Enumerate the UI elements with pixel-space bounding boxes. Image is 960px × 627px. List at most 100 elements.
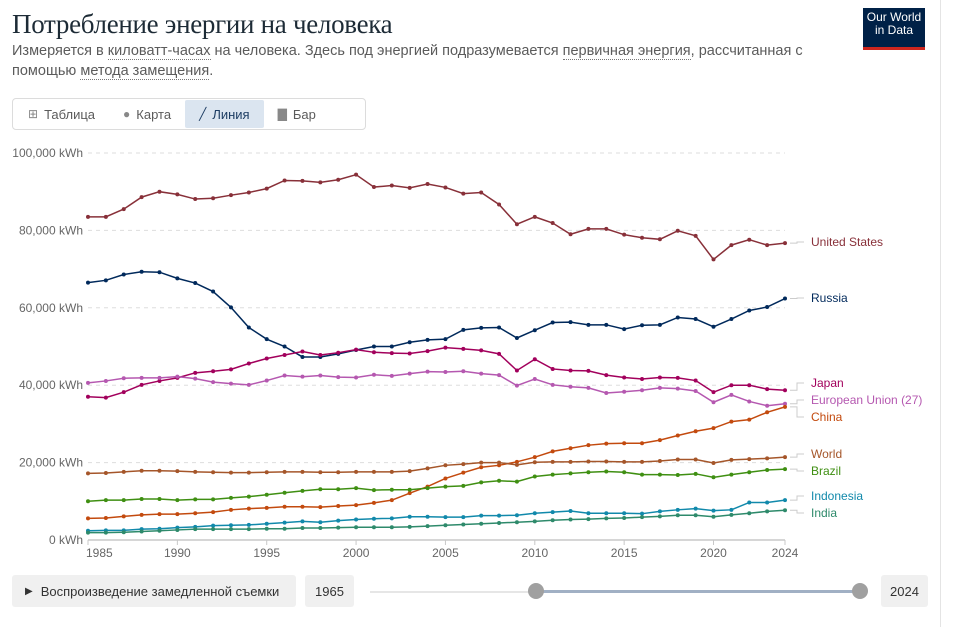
panel-divider	[940, 0, 941, 627]
data-point	[318, 180, 323, 185]
data-point	[657, 385, 662, 390]
data-point	[246, 527, 251, 532]
tab-map[interactable]: ● Карта	[109, 100, 185, 128]
label-connector	[790, 453, 804, 458]
data-point	[586, 511, 591, 516]
data-point	[246, 470, 251, 475]
data-point	[514, 222, 519, 227]
data-point	[211, 497, 216, 502]
series-label: India	[811, 506, 837, 520]
data-point	[407, 351, 412, 356]
data-point	[443, 484, 448, 489]
data-point	[407, 514, 412, 519]
start-year-box[interactable]: 1965	[305, 575, 354, 607]
data-point	[193, 197, 198, 202]
term-link-primary-energy[interactable]: первичная энергия	[562, 43, 691, 60]
end-year-box[interactable]: 2024	[881, 575, 928, 607]
timeline-start-handle[interactable]	[528, 583, 544, 599]
data-point	[479, 460, 484, 465]
data-point	[264, 526, 269, 531]
data-point	[443, 463, 448, 468]
data-point	[711, 390, 716, 395]
owid-logo[interactable]: Our World in Data	[863, 8, 925, 50]
data-point	[407, 371, 412, 376]
data-point	[604, 511, 609, 516]
data-point	[354, 172, 359, 177]
data-point	[568, 368, 573, 373]
data-point	[461, 470, 466, 475]
data-point	[586, 517, 591, 522]
data-point	[371, 516, 376, 521]
data-point	[586, 226, 591, 231]
data-point	[389, 373, 394, 378]
term-link-substitution-method[interactable]: метода замещения	[80, 63, 210, 80]
data-point	[622, 511, 627, 516]
tab-bar[interactable]: ▇ Бар	[264, 100, 330, 128]
data-point	[640, 441, 645, 446]
data-point	[193, 469, 198, 474]
series-label: Japan	[811, 376, 844, 390]
data-point	[157, 378, 162, 383]
data-point	[425, 369, 430, 374]
data-point	[246, 494, 251, 499]
data-point	[443, 370, 448, 375]
data-point	[783, 296, 787, 301]
data-point	[568, 320, 573, 325]
data-point	[711, 475, 716, 480]
data-point	[103, 498, 108, 503]
data-point	[264, 470, 269, 475]
data-point	[479, 348, 484, 353]
data-point	[336, 503, 341, 508]
data-point	[479, 521, 484, 526]
data-point	[568, 459, 573, 464]
data-point	[211, 380, 216, 385]
data-point	[318, 373, 323, 378]
data-point	[461, 522, 466, 527]
data-point	[211, 369, 216, 374]
data-point	[300, 488, 305, 493]
data-point	[86, 530, 90, 535]
data-point	[193, 497, 198, 502]
data-point	[246, 506, 251, 511]
data-point	[783, 455, 787, 460]
y-tick-label: 40,000 kWh	[19, 378, 83, 392]
data-point	[729, 243, 734, 248]
series-japan: Japan	[86, 345, 844, 400]
data-point	[747, 383, 752, 388]
data-point	[157, 468, 162, 473]
data-point	[407, 487, 412, 492]
data-point	[640, 515, 645, 520]
data-point	[586, 322, 591, 327]
data-point	[86, 516, 90, 521]
term-link-kwh[interactable]: киловатт-часах	[107, 43, 211, 60]
data-point	[747, 399, 752, 404]
data-point	[264, 492, 269, 497]
data-point	[371, 488, 376, 493]
play-timelapse-button[interactable]: ▶ Воспроизведение замедленной съемки	[12, 575, 296, 607]
data-point	[211, 289, 216, 294]
x-tick-label: 2024	[772, 546, 799, 560]
data-point	[675, 386, 680, 391]
data-point	[693, 389, 698, 394]
data-point	[407, 185, 412, 190]
data-point	[532, 455, 537, 460]
data-point	[514, 520, 519, 525]
data-point	[550, 510, 555, 515]
data-point	[657, 514, 662, 519]
data-point	[300, 374, 305, 379]
data-point	[604, 390, 609, 395]
data-point	[514, 335, 519, 340]
data-point	[479, 480, 484, 485]
tab-line[interactable]: ╱ Линия	[185, 100, 264, 128]
timeline-end-handle[interactable]	[852, 583, 868, 599]
data-point	[640, 511, 645, 516]
data-point	[300, 354, 305, 359]
data-point	[550, 366, 555, 371]
data-point	[479, 465, 484, 470]
data-point	[693, 513, 698, 518]
data-point	[354, 517, 359, 522]
logo-line: Our World	[866, 10, 922, 24]
data-point	[139, 512, 144, 517]
tab-table[interactable]: ⊞ Таблица	[14, 100, 109, 128]
series-label: China	[811, 410, 843, 424]
